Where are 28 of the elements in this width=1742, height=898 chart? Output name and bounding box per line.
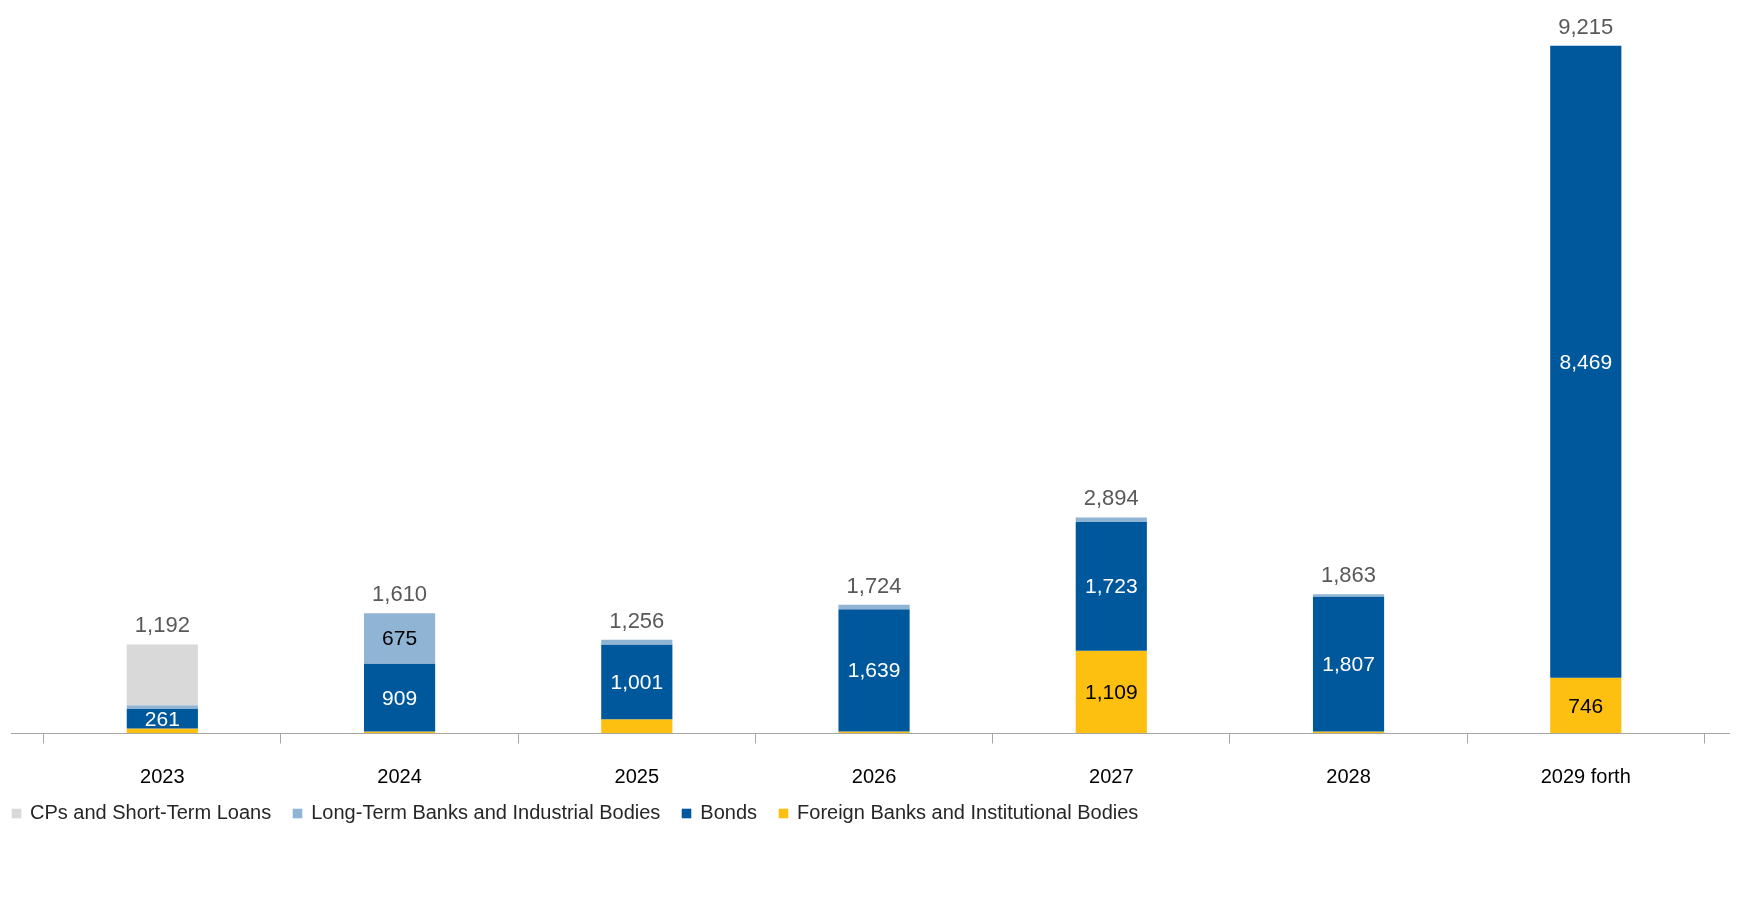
x-tick-label: 2029 forth [1540,765,1631,788]
total-label: 9,215 [1558,13,1614,39]
data-label: 1,807 [1322,652,1375,676]
data-label: 746 [1568,693,1604,717]
legend-label: CPs and Short-Term Loans [30,801,272,824]
total-label: 1,863 [1321,562,1377,588]
data-label: 1,639 [847,658,901,682]
x-tick-label: 2023 [140,765,185,788]
legend-label: Bonds [700,801,758,824]
x-tick-label: 2027 [1089,765,1134,788]
data-label: 675 [382,626,418,650]
data-label: 1,723 [1085,574,1138,598]
total-label: 1,192 [134,612,190,638]
x-tick-label: 2024 [377,765,422,788]
legend-label: Long-Term Banks and Industrial Bodies [311,801,661,824]
data-label: 261 [144,706,180,730]
total-label: 1,256 [609,607,665,633]
total-label: 2,894 [1083,485,1139,511]
x-tick-label: 2028 [1326,765,1371,788]
legend-label: Foreign Banks and Institutional Bodies [797,801,1139,824]
total-label: 1,724 [846,572,902,598]
data-label: 909 [382,685,418,709]
total-label: 1,610 [372,581,428,607]
data-label: 1,001 [610,669,664,693]
x-tick-label: 2025 [614,765,660,788]
x-tick-label: 2026 [851,765,897,788]
data-label: 1,109 [1085,680,1138,704]
data-label: 8,469 [1559,349,1613,373]
